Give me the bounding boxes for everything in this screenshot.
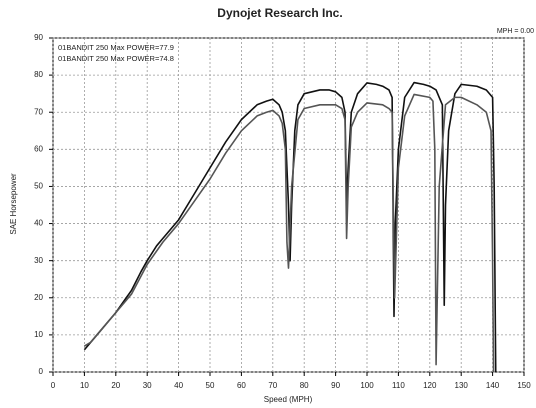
- y-tick-label: 30: [34, 256, 43, 265]
- x-tick-label: 40: [174, 381, 183, 390]
- x-tick-label: 60: [237, 381, 246, 390]
- x-tick-label: 50: [206, 381, 215, 390]
- y-tick-label: 60: [34, 144, 43, 153]
- x-tick-label: 100: [360, 381, 374, 390]
- y-tick-label: 90: [34, 33, 43, 42]
- series-line: [83, 93, 495, 373]
- series-line: [83, 81, 497, 373]
- x-tick-label: 30: [143, 381, 152, 390]
- x-tick-label: 80: [300, 381, 309, 390]
- x-tick-label: 150: [517, 381, 531, 390]
- legend-entry: 01BANDIT 250 Max POWER=74.8: [58, 54, 174, 63]
- x-axis-label: Speed (MPH): [264, 395, 313, 404]
- x-tick-label: 20: [111, 381, 120, 390]
- x-tick-label: 70: [268, 381, 277, 390]
- y-tick-label: 0: [39, 367, 44, 376]
- y-tick-label: 40: [34, 219, 43, 228]
- x-tick-label: 0: [51, 381, 56, 390]
- x-tick-label: 90: [331, 381, 340, 390]
- x-tick-label: 130: [455, 381, 469, 390]
- chart-title: Dynojet Research Inc.: [217, 6, 342, 20]
- y-tick-label: 10: [34, 330, 43, 339]
- x-tick-label: 110: [392, 381, 405, 390]
- x-tick-label: 120: [423, 381, 437, 390]
- y-axis-label: SAE Horsepower: [9, 173, 18, 235]
- annotation: MPH = 0.00: [497, 28, 534, 35]
- y-tick-label: 70: [34, 107, 43, 116]
- legend-entry: 01BANDIT 250 Max POWER=77.9: [58, 43, 174, 52]
- x-tick-label: 140: [486, 381, 500, 390]
- plot-frame: [52, 37, 525, 373]
- x-tick-label: 10: [80, 381, 89, 390]
- y-tick-label: 20: [34, 293, 43, 302]
- y-tick-label: 80: [34, 70, 43, 79]
- y-tick-label: 50: [34, 182, 43, 191]
